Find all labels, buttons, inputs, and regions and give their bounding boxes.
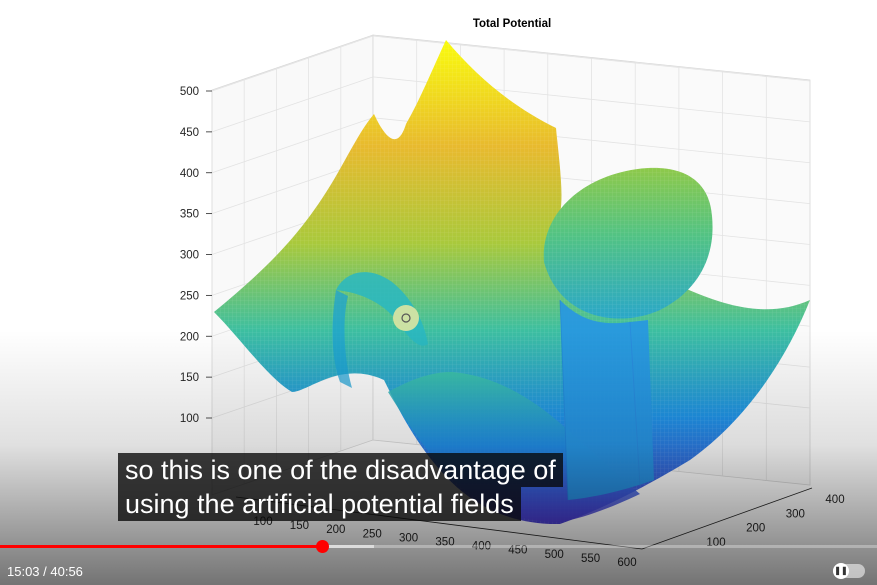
caption-window: so this is one of the disadvantage of us… (118, 453, 563, 521)
caption-line-2: using the artificial potential fields (118, 487, 521, 521)
z-tick-label: 250 (180, 290, 199, 302)
grid-line (211, 35, 374, 92)
y-tick-label: 400 (825, 494, 844, 506)
progress-played (0, 545, 322, 548)
z-tick-label: 450 (180, 127, 199, 139)
z-tick-label: 500 (180, 86, 199, 98)
grid-line (211, 117, 374, 174)
y-tick-label: 200 (746, 523, 765, 535)
x-tick-label: 300 (399, 532, 418, 544)
surface-dome-stem (560, 300, 654, 500)
x-tick-label: 200 (326, 524, 345, 536)
z-tick-label: 350 (180, 209, 199, 221)
grid-line (211, 76, 374, 133)
z-tick-label: 300 (180, 250, 199, 262)
z-tick-label: 400 (180, 168, 199, 180)
caption-line-1: so this is one of the disadvantage of (118, 453, 563, 487)
progress-bar[interactable] (0, 540, 877, 553)
z-tick-label: 200 (180, 331, 199, 343)
autoplay-toggle[interactable]: ❚❚ (833, 563, 865, 579)
z-tick-label: 150 (180, 372, 199, 384)
y-tick-label: 300 (786, 508, 805, 520)
pause-icon: ❚❚ (833, 563, 849, 579)
x-tick-label: 250 (363, 528, 382, 540)
z-axis-ticks: 500 450 400 350 300 250 200 150 100 (180, 86, 212, 425)
z-tick-label: 100 (180, 413, 199, 425)
scrubber-handle[interactable] (315, 540, 329, 553)
time-display: 15:03 / 40:56 (7, 564, 83, 579)
cursor-highlight (393, 305, 419, 331)
x-tick-label: 150 (290, 520, 309, 532)
plot-title: Total Potential (473, 18, 551, 30)
control-bar: 15:03 / 40:56 ❚❚ (0, 556, 877, 585)
